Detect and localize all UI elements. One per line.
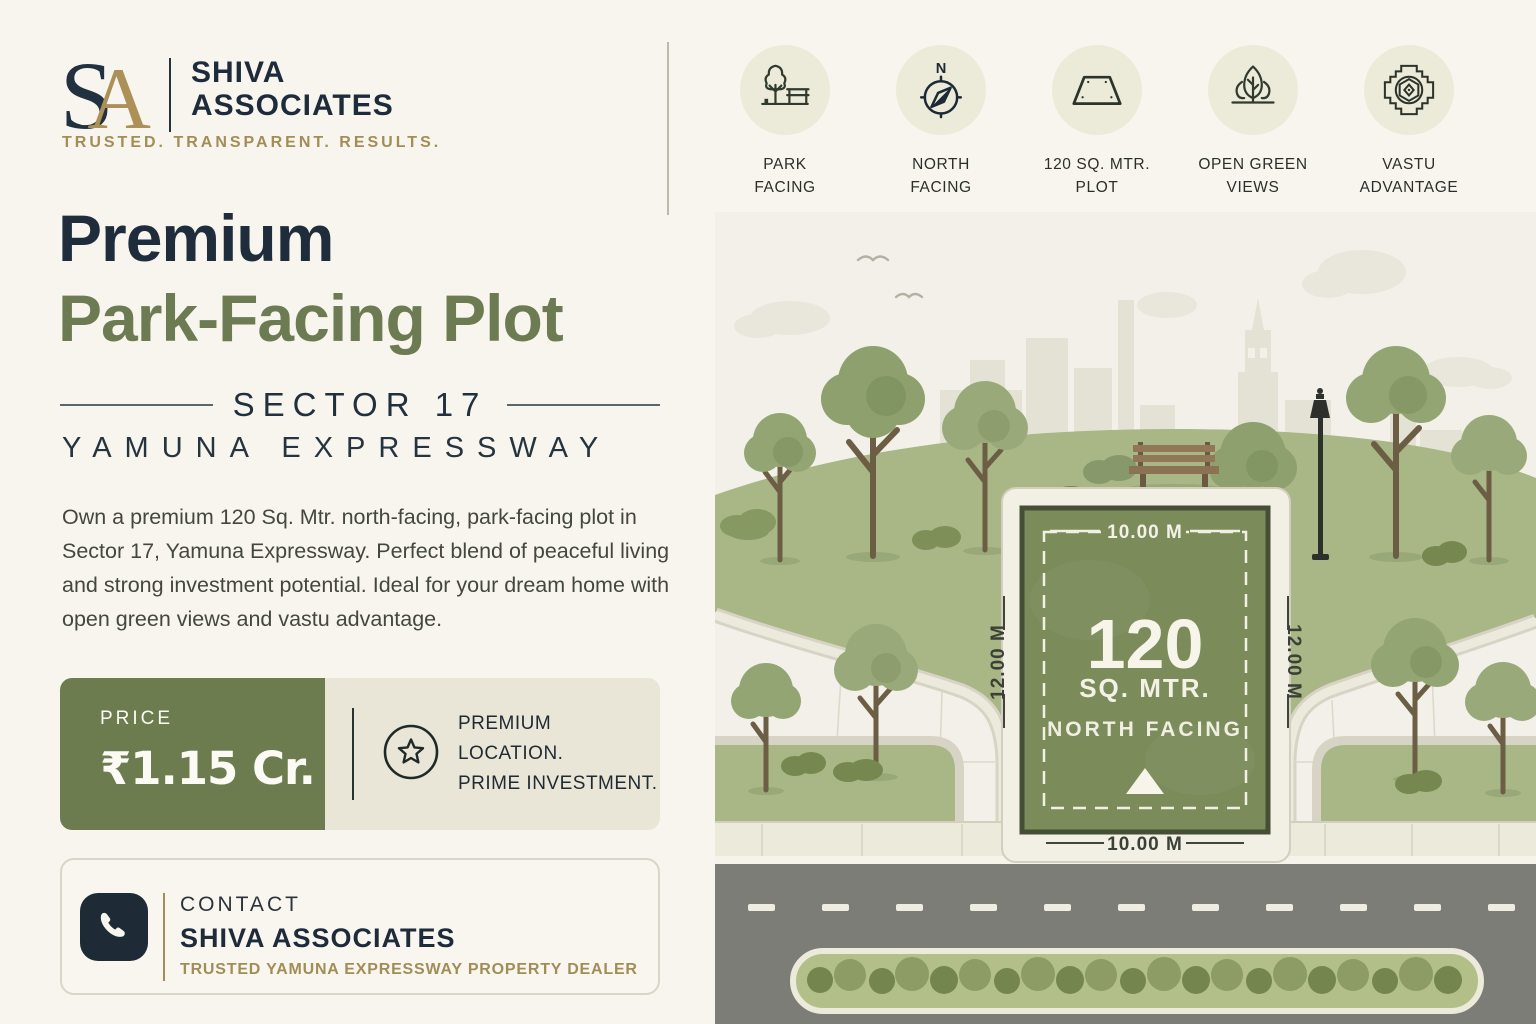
park-trees (744, 346, 1527, 563)
patch-trees (731, 618, 1536, 797)
plot-diagram: 10.00 M 120 SQ. MTR. NORTH FACING (1019, 505, 1271, 835)
sa-monogram-logo: S A (60, 48, 151, 144)
contact-name: SHIVA ASSOCIATES (180, 923, 456, 953)
monogram-letter-s: S (60, 42, 114, 149)
north-arrow (1126, 768, 1164, 794)
price-card: PRICE ₹1.15 Cr. PREMIUM LOCATION. PRIME … (60, 678, 660, 830)
feature-park-facing: PARK FACING (710, 45, 860, 199)
feature-vastu: VASTU ADVANTAGE (1334, 45, 1484, 199)
compass-north-icon: N (896, 45, 986, 135)
plot-depth-left: 12.00 M (988, 624, 1009, 700)
brand-tagline: TRUSTED. TRANSPARENT. RESULTS. (62, 134, 442, 151)
feature-label: OPEN GREEN VIEWS (1198, 156, 1308, 196)
badge-divider (352, 708, 354, 800)
page-title: Premium Park-Facing Plot (58, 198, 564, 358)
birds (856, 255, 924, 299)
brand-name-line2: ASSOCIATES (190, 89, 394, 122)
contact-label: CONTACT (180, 893, 301, 916)
title-line1: Premium (58, 201, 334, 275)
brand-name: SHIVA ASSOCIATES (191, 56, 394, 122)
svg-text:N: N (936, 61, 947, 77)
monogram-letter-a: A (87, 51, 151, 148)
brand-logo: S A SHIVA ASSOCIATES (60, 48, 394, 144)
contact-subtitle: TRUSTED YAMUNA EXPRESSWAY PROPERTY DEALE… (180, 961, 638, 978)
sector-heading: SECTOR 17 (60, 386, 661, 424)
park-bench (1129, 442, 1219, 490)
contact-divider (163, 893, 165, 981)
feature-list: PARK FACING N NORTH FACING (710, 45, 1484, 199)
sector-label: SECTOR 17 (232, 386, 488, 423)
contact-info: CONTACT SHIVA ASSOCIATES TRUSTED YAMUNA … (180, 893, 638, 979)
logo-divider (168, 58, 171, 132)
feature-label: PARK FACING (754, 156, 816, 196)
plot-width-top: 10.00 M (1107, 522, 1183, 543)
phone-icon (80, 893, 148, 961)
feature-green-views: OPEN GREEN VIEWS (1178, 45, 1328, 199)
feature-north-facing: N NORTH FACING (866, 45, 1016, 199)
park-bench-icon (740, 45, 830, 135)
plot-width-bottom: 10.00 M (1107, 834, 1183, 855)
feature-label: 120 SQ. MTR. PLOT (1043, 156, 1151, 196)
price-label: PRICE (100, 708, 174, 729)
title-line2: Park-Facing Plot (58, 281, 564, 355)
plot-facing-label: NORTH FACING (1047, 718, 1243, 741)
vastu-yantra-icon (1364, 45, 1454, 135)
feature-plot-size: 120 SQ. MTR. PLOT (1022, 45, 1172, 199)
badge-line2: PRIME INVESTMENT. (457, 773, 658, 794)
location-label: YAMUNA EXPRESSWAY (62, 432, 612, 464)
header-divider (667, 42, 669, 215)
green-trees-icon (1208, 45, 1298, 135)
plot-dimension-left: 12.00 M (988, 596, 1009, 728)
plot-area-unit: SQ. MTR. (1079, 673, 1211, 703)
plot-outline-icon (1052, 45, 1142, 135)
clouds (734, 250, 1512, 389)
park-paths (715, 607, 1536, 860)
plot-depth-right: 12.00 M (1283, 624, 1304, 700)
road-lane-dashes (748, 904, 1515, 911)
description-paragraph: Own a premium 120 Sq. Mtr. north-facing,… (62, 505, 670, 631)
price-panel: PRICE ₹1.15 Cr. (60, 678, 325, 830)
badge-line1: PREMIUM LOCATION. (457, 713, 564, 764)
sector-rule-right (507, 404, 661, 406)
road-median (790, 948, 1484, 1014)
sector-rule-left (60, 404, 213, 406)
price-badge: PREMIUM LOCATION. PRIME INVESTMENT. (325, 678, 660, 830)
plot-dimension-bottom: 10.00 M (1046, 834, 1244, 855)
median-bushes (807, 957, 1462, 994)
price-value: ₹1.15 Cr. (100, 742, 316, 795)
feature-label: VASTU ADVANTAGE (1359, 156, 1459, 196)
badge-text: PREMIUM LOCATION. PRIME INVESTMENT. (458, 709, 660, 799)
park-plot-illustration: 10.00 M 120 SQ. MTR. NORTH FACING 10.00 … (715, 212, 1536, 1024)
star-in-circle-icon (382, 723, 440, 786)
brand-name-line1: SHIVA (190, 56, 286, 89)
feature-label: NORTH FACING (910, 156, 972, 196)
lamp-post (1310, 388, 1330, 560)
contact-card: CONTACT SHIVA ASSOCIATES TRUSTED YAMUNA … (60, 858, 660, 995)
plot-dimension-right: 12.00 M (1283, 596, 1304, 728)
plot-area-value: 120 (1087, 605, 1204, 683)
